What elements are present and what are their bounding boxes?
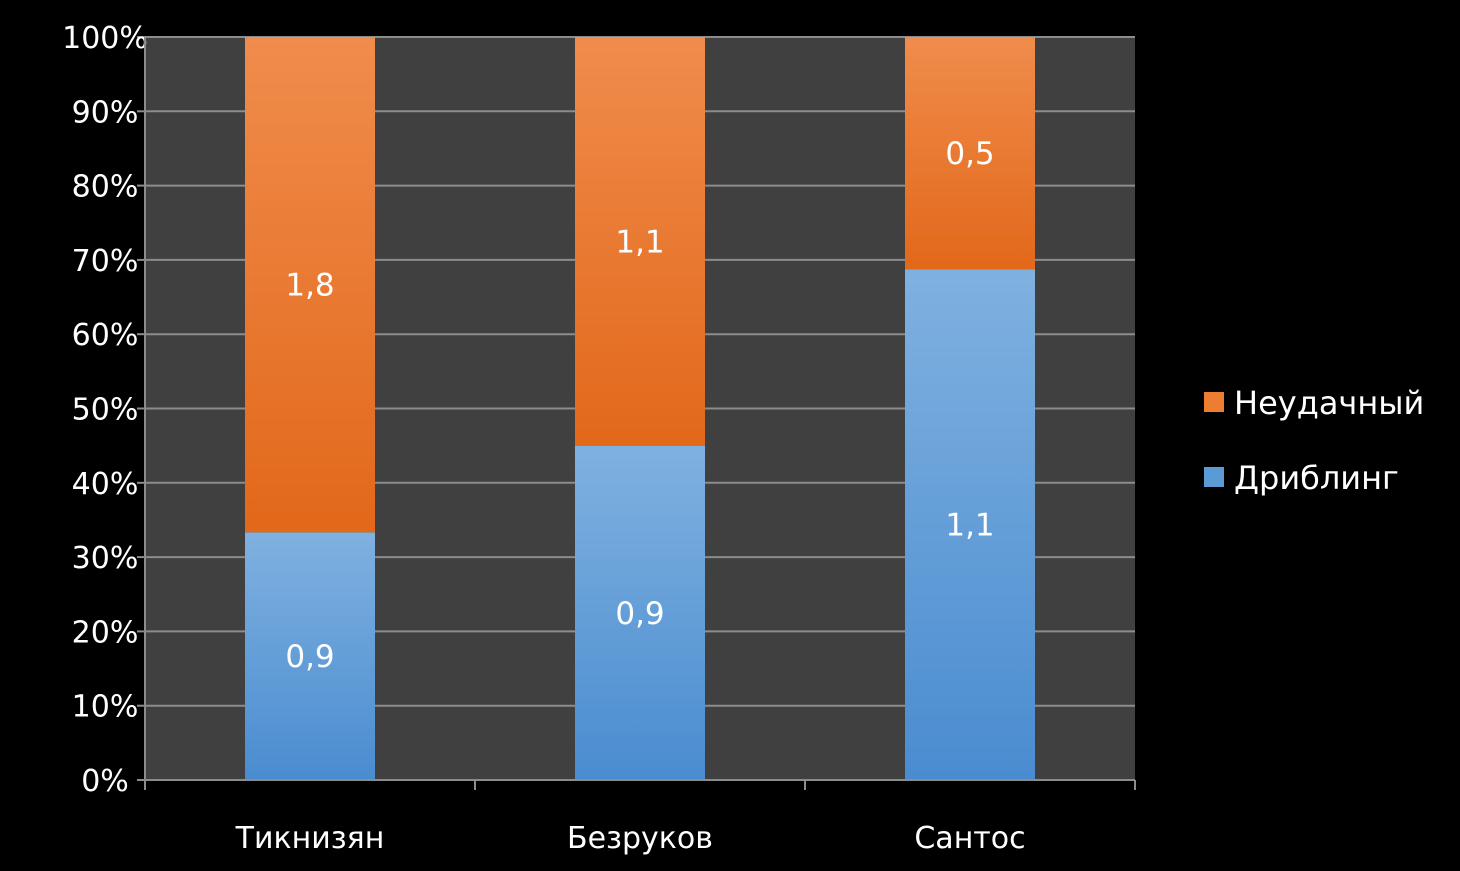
data-label: 1,1 xyxy=(945,508,994,544)
y-tick-label: 10% xyxy=(72,690,139,725)
bar-segment xyxy=(245,532,375,780)
data-label: 1,1 xyxy=(615,224,664,260)
y-tick-label: 0% xyxy=(81,764,129,799)
y-tick-label: 90% xyxy=(72,95,139,130)
bar-segment xyxy=(905,37,1035,270)
legend-swatch xyxy=(1204,392,1224,412)
data-label: 0,9 xyxy=(285,639,334,675)
y-tick-label: 50% xyxy=(72,393,139,428)
bar-segment xyxy=(575,37,705,446)
y-tick-label: 60% xyxy=(72,318,139,353)
legend-label: Дриблинг xyxy=(1234,459,1399,497)
category-label: Безруков xyxy=(567,821,713,856)
bar-segment xyxy=(575,445,705,780)
category-label: Сантос xyxy=(914,821,1025,856)
y-tick-label: 30% xyxy=(72,541,139,576)
y-tick-label: 20% xyxy=(72,615,139,650)
bar-segment xyxy=(245,37,375,533)
data-labels: 0,9 1,8 0,9 1,1 1,1 0,5 xyxy=(285,136,994,675)
y-tick-label: 40% xyxy=(72,467,139,502)
y-tick-label: 80% xyxy=(72,170,139,205)
legend: Неудачный Дриблинг xyxy=(1204,384,1424,497)
axes: 0% 10% 20% 30% 40% 50% 60% 70% 80% 90% 100% Тикнизя… xyxy=(62,21,1136,856)
data-label: 0,5 xyxy=(945,136,994,172)
y-tick-label: 70% xyxy=(72,244,139,279)
category-label: Тикнизян xyxy=(235,821,385,856)
bars xyxy=(245,37,1035,780)
y-tick-label: 100% xyxy=(62,21,148,56)
legend-label: Неудачный xyxy=(1234,384,1424,422)
legend-swatch xyxy=(1204,467,1224,487)
bar-segment xyxy=(905,269,1035,780)
data-label: 0,9 xyxy=(615,596,664,632)
data-label: 1,8 xyxy=(285,268,334,304)
